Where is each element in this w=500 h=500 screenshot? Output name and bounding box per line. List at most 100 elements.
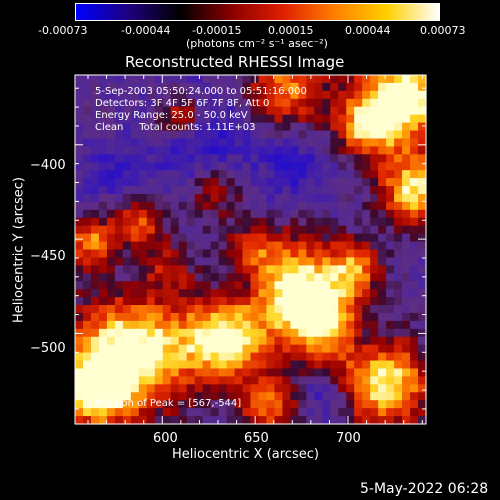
heatmap-cell bbox=[298, 201, 307, 211]
heatmap-cell bbox=[370, 154, 379, 163]
heatmap-cell bbox=[218, 75, 228, 84]
heatmap-cell bbox=[386, 114, 395, 124]
heatmap-cell bbox=[330, 408, 339, 417]
heatmap-cell bbox=[330, 98, 339, 108]
heatmap-cell bbox=[154, 241, 164, 251]
heatmap-cell bbox=[146, 217, 156, 227]
heatmap-cell bbox=[258, 162, 268, 171]
heatmap-cell bbox=[266, 297, 276, 306]
heatmap-cell bbox=[314, 344, 323, 354]
heatmap-cell bbox=[186, 138, 196, 147]
heatmap-cell bbox=[202, 281, 212, 290]
heatmap-cell bbox=[154, 289, 164, 298]
heatmap-cell bbox=[314, 114, 323, 124]
heatmap-cell bbox=[98, 106, 108, 116]
heatmap-cell bbox=[146, 328, 156, 338]
heatmap-cell bbox=[138, 281, 148, 290]
heatmap-cell bbox=[410, 320, 419, 330]
heatmap-cell bbox=[146, 75, 156, 84]
colorbar-tick-label: 0.00073 bbox=[420, 24, 466, 37]
heatmap-cell bbox=[330, 392, 339, 401]
heatmap-cell bbox=[258, 416, 268, 425]
heatmap-cell bbox=[290, 416, 299, 425]
heatmap-cell bbox=[90, 75, 100, 84]
heatmap-cell bbox=[186, 392, 196, 401]
heatmap-cell bbox=[202, 193, 212, 203]
heatmap-cell bbox=[298, 336, 307, 346]
heatmap-cell bbox=[162, 233, 172, 243]
heatmap-cell bbox=[218, 408, 228, 417]
heatmap-cell bbox=[242, 281, 252, 290]
heatmap-cell bbox=[386, 217, 395, 227]
heatmap-cell bbox=[282, 368, 291, 378]
heatmap-cell bbox=[258, 170, 268, 179]
heatmap-cell bbox=[154, 336, 164, 346]
heatmap-cell bbox=[306, 122, 315, 132]
heatmap-cell bbox=[242, 400, 252, 409]
heatmap-cell bbox=[394, 249, 403, 259]
heatmap-cell bbox=[75, 352, 84, 362]
heatmap-cell bbox=[178, 75, 188, 84]
heatmap-cell bbox=[130, 352, 140, 362]
heatmap-cell bbox=[170, 225, 180, 235]
heatmap-cell bbox=[418, 384, 427, 393]
heatmap-cell bbox=[162, 82, 172, 92]
heatmap-cell bbox=[202, 328, 212, 338]
heatmap-cell bbox=[234, 225, 244, 235]
heatmap-cell bbox=[386, 162, 395, 171]
heatmap-cell bbox=[418, 106, 427, 116]
heatmap-cell bbox=[146, 273, 156, 282]
heatmap-cell bbox=[210, 384, 220, 393]
heatmap-cell bbox=[298, 186, 307, 195]
heatmap-cell bbox=[154, 217, 164, 227]
heatmap-cell bbox=[194, 289, 204, 298]
heatmap-cell bbox=[266, 233, 276, 243]
heatmap-cell bbox=[114, 138, 124, 147]
heatmap-cell bbox=[202, 114, 212, 124]
heatmap-cell bbox=[106, 392, 116, 401]
heatmap-cell bbox=[266, 122, 276, 132]
heatmap-cell bbox=[258, 265, 268, 274]
heatmap-cell bbox=[250, 225, 260, 235]
heatmap-cell bbox=[298, 305, 307, 314]
heatmap-cell bbox=[98, 98, 108, 108]
heatmap-cell bbox=[370, 193, 379, 203]
heatmap-cell bbox=[362, 249, 371, 259]
heatmap-cell bbox=[170, 281, 180, 290]
heatmap-cell bbox=[210, 376, 220, 385]
heatmap-cell bbox=[378, 392, 387, 401]
heatmap-cell bbox=[418, 209, 427, 219]
heatmap-cell bbox=[290, 75, 299, 84]
heatmap-cell bbox=[130, 400, 140, 409]
heatmap-cell bbox=[306, 352, 315, 362]
heatmap-cell bbox=[362, 368, 371, 378]
heatmap-cell bbox=[306, 233, 315, 243]
heatmap-cell bbox=[194, 241, 204, 251]
heatmap-cell bbox=[282, 265, 291, 274]
heatmap-cell bbox=[274, 98, 284, 108]
heatmap-cell bbox=[386, 193, 395, 203]
heatmap-cell bbox=[322, 400, 331, 409]
heatmap-cell bbox=[330, 376, 339, 385]
heatmap-cell bbox=[362, 170, 371, 179]
heatmap-cell bbox=[106, 408, 116, 417]
heatmap-cell bbox=[346, 201, 355, 211]
heatmap-cell bbox=[202, 186, 212, 195]
heatmap-cell bbox=[338, 154, 347, 163]
heatmap-cell bbox=[418, 90, 427, 100]
heatmap-cell bbox=[138, 305, 148, 314]
heatmap-cell bbox=[202, 130, 212, 140]
heatmap-cell bbox=[98, 400, 108, 409]
heatmap-cell bbox=[154, 82, 164, 92]
heatmap-cell bbox=[346, 281, 355, 290]
heatmap-cell bbox=[402, 360, 411, 370]
heatmap-cell bbox=[170, 75, 180, 84]
heatmap-cell bbox=[226, 114, 236, 124]
heatmap-cell bbox=[410, 146, 419, 155]
heatmap-cell bbox=[250, 289, 260, 298]
heatmap-cell bbox=[250, 82, 260, 92]
heatmap-cell bbox=[410, 360, 419, 370]
heatmap-cell bbox=[258, 130, 268, 140]
heatmap-cell bbox=[82, 360, 92, 370]
heatmap-cell bbox=[202, 384, 212, 393]
